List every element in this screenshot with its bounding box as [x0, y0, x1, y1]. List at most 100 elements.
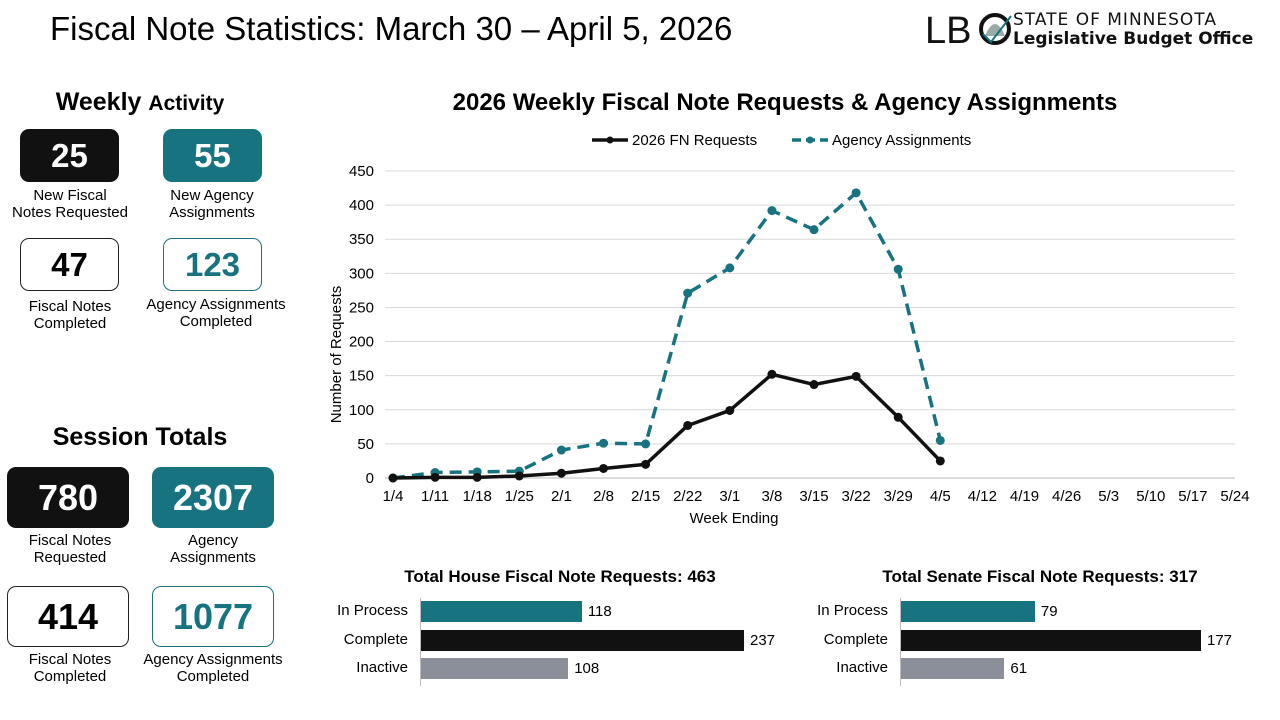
bar-value-label: 118: [587, 603, 612, 620]
bar-value-label: 237: [750, 631, 776, 649]
bar-axis: [900, 598, 901, 686]
legend-label: Agency Assignments: [832, 132, 971, 149]
legend-label: 2026 FN Requests: [632, 132, 757, 149]
weekly-new-assign-tile: 55: [163, 129, 262, 182]
data-point: [809, 225, 819, 235]
data-point: [935, 456, 945, 466]
session-fn-tile: 780: [7, 467, 129, 528]
tile-label: New Agency Assignments: [169, 187, 255, 221]
data-point: [599, 463, 608, 473]
tile-label: Fiscal Notes Completed: [28, 298, 112, 332]
x-tick-label: 2/22: [673, 488, 702, 505]
data-point: [935, 435, 945, 445]
weekly-new-fn-tile: 25: [20, 129, 119, 182]
x-tick-label: 4/26: [1052, 488, 1081, 505]
house-chart-title: Total House Fiscal Note Requests: 463: [404, 567, 716, 586]
y-tick-label: 300: [349, 265, 374, 282]
bar-value-label: 108: [574, 660, 600, 677]
x-tick-label: 2/15: [631, 488, 660, 505]
x-tick-label: 2/1: [551, 488, 572, 505]
data-point: [893, 264, 903, 274]
bar: [901, 629, 1201, 651]
y-tick-label: 250: [349, 299, 374, 316]
bar-category-label: Complete: [343, 630, 408, 648]
senate-chart-title: Total Senate Fiscal Note Requests: 317: [882, 567, 1198, 586]
data-point: [809, 380, 819, 390]
bar-category-label: Inactive: [836, 659, 888, 676]
line-chart-title: 2026 Weekly Fiscal Note Requests & Agenc…: [452, 89, 1118, 116]
bar: [421, 629, 744, 651]
data-point: [851, 188, 861, 198]
line-chart: 0 50 100 150 200 250 300 350 400 450 1/4 1/11 1/18 1/…: [328, 132, 1250, 527]
x-tick-label: 1/25: [505, 488, 534, 505]
bar-value-label: 177: [1207, 631, 1233, 649]
series-line: [392, 191, 942, 480]
tile-label: Agency Assignments Completed: [143, 651, 283, 685]
x-tick-label: 2/8: [593, 488, 614, 505]
data-point: [599, 438, 608, 448]
y-tick-label: 150: [349, 368, 374, 385]
tile-label: Fiscal Notes Completed: [28, 651, 112, 685]
bar-category-label: Inactive: [356, 659, 408, 676]
session-fn-completed-tile: 414: [7, 586, 129, 647]
tile-label: Fiscal Notes Requested: [28, 532, 112, 566]
x-tick-label: 4/5: [930, 488, 951, 505]
session-assign-tile: 2307: [152, 467, 274, 528]
bar: [901, 601, 1035, 622]
session-assign-completed-tile: 1077: [152, 586, 274, 647]
data-point: [767, 206, 777, 216]
data-point: [893, 412, 903, 422]
data-point: [641, 439, 651, 449]
tile-label: Agency Assignments Completed: [146, 296, 286, 330]
data-point: [514, 471, 524, 481]
weekly-activity-heading: Weekly Activity: [55, 88, 225, 116]
y-tick-label: 200: [349, 334, 374, 351]
x-tick-label: 3/1: [719, 488, 740, 505]
data-point: [725, 405, 735, 415]
x-tick-label: 5/17: [1178, 488, 1207, 505]
x-tick-label: 4/12: [968, 488, 997, 505]
data-point: [641, 459, 651, 469]
data-point: [430, 472, 440, 482]
legend-marker: [606, 136, 614, 144]
lbo-logo: LB STATE OF MINNESOTA Legislative Budget…: [925, 8, 1255, 52]
y-tick-label: 50: [357, 436, 374, 453]
y-tick-label: 0: [366, 470, 374, 487]
data-point: [767, 369, 777, 379]
x-tick-label: 1/11: [421, 488, 449, 505]
x-tick-label: 3/29: [884, 488, 913, 505]
x-tick-label: 1/18: [463, 488, 492, 505]
x-tick-label: 5/10: [1136, 488, 1165, 505]
x-tick-label: 3/22: [841, 488, 870, 505]
y-tick-label: 350: [349, 231, 374, 248]
bar-value-label: 79: [1040, 603, 1058, 620]
x-tick-label: 5/24: [1220, 488, 1249, 505]
y-tick-label: 100: [349, 402, 374, 419]
svg-text:Legislative Budget Office: Legislative Budget Office: [1013, 29, 1253, 48]
y-tick-label: 450: [349, 163, 374, 180]
bar-axis: [420, 598, 421, 686]
bar: [421, 601, 582, 622]
data-point: [851, 371, 861, 381]
bar-category-label: In Process: [337, 602, 408, 619]
tile-label: Agency Assignments: [170, 532, 256, 566]
bar-category-label: Complete: [823, 630, 888, 648]
session-totals-heading: Session Totals: [52, 423, 228, 451]
x-tick-label: 4/19: [1010, 488, 1039, 505]
data-point: [556, 445, 566, 455]
x-tick-label: 1/4: [383, 488, 404, 505]
data-point: [388, 473, 398, 483]
weekly-assign-completed-tile: 123: [163, 238, 262, 291]
page-title: Fiscal Note Statistics: March 30 – April…: [50, 10, 733, 47]
data-point: [683, 420, 693, 430]
data-point: [472, 472, 482, 482]
svg-text:LB: LB: [925, 10, 971, 48]
series-line: [392, 372, 942, 480]
bar: [421, 658, 569, 679]
svg-text:STATE OF MINNESOTA: STATE OF MINNESOTA: [1013, 10, 1217, 30]
data-point: [725, 263, 735, 273]
bar-value-label: 61: [1010, 660, 1028, 677]
x-tick-label: 5/3: [1098, 488, 1119, 505]
y-tick-label: 400: [349, 197, 374, 214]
bar-category-label: In Process: [817, 602, 888, 619]
